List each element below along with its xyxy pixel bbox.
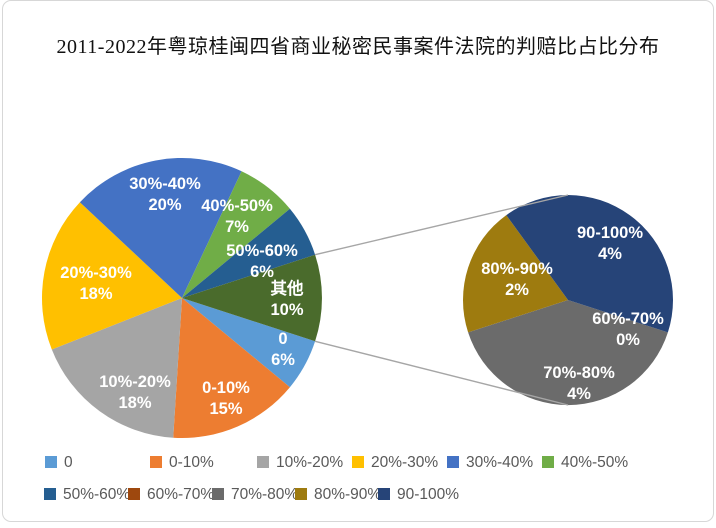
legend-item-50%-60%: 50%-60% <box>44 485 130 504</box>
connector-line-bottom <box>314 340 569 406</box>
chart-title: 2011-2022年粤琼桂闽四省商业秘密民事案件法院的判赔比占比分布 <box>56 36 660 58</box>
legend-swatch-90-100% <box>378 488 390 500</box>
legend-item-30%-40%: 30%-40% <box>447 453 533 472</box>
legend-swatch-80%-90% <box>295 488 307 500</box>
legend-label: 70%-80% <box>231 486 299 503</box>
legend-swatch-60%-70% <box>128 488 140 500</box>
legend-item-0-10%: 0-10% <box>150 453 214 472</box>
legend-label: 0-10% <box>169 454 214 471</box>
legend-label: 20%-30% <box>371 454 439 471</box>
legend-label: 0 <box>64 454 73 471</box>
primary-slice-50%-60% <box>182 208 316 298</box>
secondary-label-70%-80%: 70%-80% 4% <box>543 364 615 403</box>
secondary-slice-80%-90% <box>462 215 568 333</box>
primary-slice-0-10% <box>173 298 290 438</box>
primary-slice-40%-50% <box>182 171 290 298</box>
legend-item-20%-30%: 20%-30% <box>352 453 438 472</box>
legend-label: 60%-70% <box>147 486 215 503</box>
legend-item-10%-20%: 10%-20% <box>257 453 343 472</box>
primary-slice-0 <box>182 298 316 388</box>
connector-line-top <box>314 194 569 256</box>
primary-label-20%-30%: 20%-30% 18% <box>60 264 132 303</box>
legend-item-0: 0 <box>45 453 73 472</box>
legend-item-60%-70%: 60%-70% <box>128 485 214 504</box>
legend-label: 10%-20% <box>276 454 344 471</box>
legend-label: 80%-90% <box>314 486 382 503</box>
legend-swatch-70%-80% <box>212 488 224 500</box>
secondary-label-60%-70%: 60%-70% 0% <box>592 310 664 349</box>
secondary-label-80%-90%: 80%-90% 2% <box>481 260 553 299</box>
primary-slice-20%-30% <box>41 202 183 350</box>
secondary-slice-90-100% <box>506 195 674 333</box>
legend-swatch-50%-60% <box>44 488 56 500</box>
primary-slice-10%-20% <box>51 298 182 438</box>
legend-swatch-0-10% <box>150 456 162 468</box>
legend-label: 50%-60% <box>63 486 131 503</box>
secondary-label-90-100%: 90-100% 4% <box>577 224 643 263</box>
legend-item-40%-50%: 40%-50% <box>542 453 628 472</box>
legend-label: 90-100% <box>397 486 460 503</box>
legend-swatch-40%-50% <box>542 456 554 468</box>
legend-item-90-100%: 90-100% <box>378 485 459 504</box>
legend-label: 40%-50% <box>561 454 629 471</box>
secondary-slice-70%-80% <box>468 300 668 406</box>
legend-item-70%-80%: 70%-80% <box>212 485 298 504</box>
primary-label-10%-20%: 10%-20% 18% <box>99 373 171 412</box>
legend-label: 30%-40% <box>466 454 534 471</box>
primary-label-40%-50%: 40%-50% 7% <box>201 197 273 236</box>
legend-swatch-0 <box>45 456 57 468</box>
primary-label-其他: 其他 10% <box>270 278 304 319</box>
legend-swatch-30%-40% <box>447 456 459 468</box>
primary-label-30%-40%: 30%-40% 20% <box>129 175 201 214</box>
primary-label-0-10%: 0-10% 15% <box>202 379 250 418</box>
primary-slice-30%-40% <box>79 157 242 298</box>
legend-item-80%-90%: 80%-90% <box>295 485 381 504</box>
legend-swatch-20%-30% <box>352 456 364 468</box>
primary-label-0: 0 6% <box>271 330 295 369</box>
primary-label-50%-60%: 50%-60% 6% <box>226 242 298 281</box>
legend-swatch-10%-20% <box>257 456 269 468</box>
primary-slice-其他 <box>182 254 322 342</box>
